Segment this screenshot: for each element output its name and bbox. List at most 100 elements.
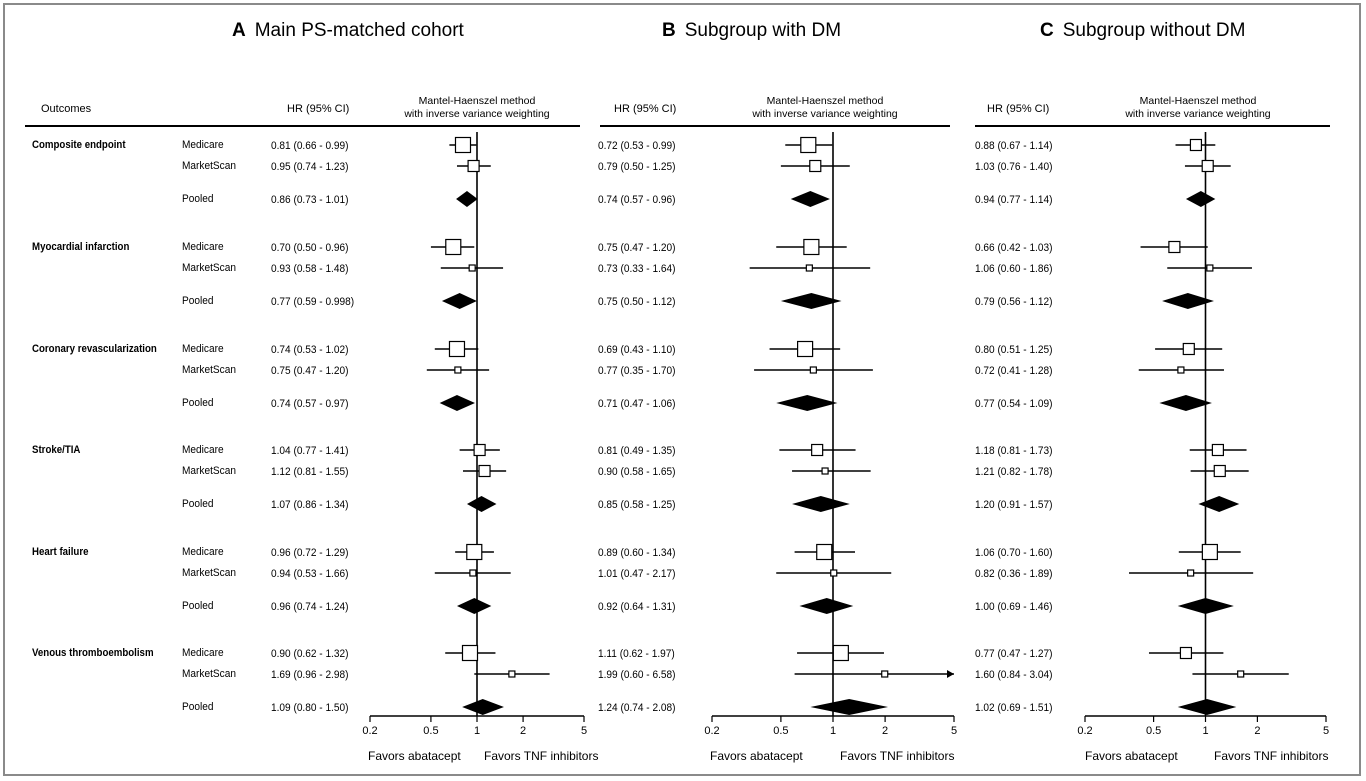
- panel-b-method-line2: with inverse variance weighting: [752, 108, 898, 120]
- hr-value-label: 1.09 (0.80 - 1.50): [271, 702, 348, 714]
- panel-a-header-rule: [25, 125, 580, 127]
- source-label: Pooled: [182, 295, 214, 307]
- figure-frame: [3, 3, 1361, 776]
- x-axis-tick-label: 2: [882, 725, 888, 737]
- point-estimate-box: [466, 543, 483, 561]
- panel-c-method-line1: Mantel-Haenszel method: [1139, 95, 1257, 107]
- x-axis-tick-label: 1: [1202, 725, 1208, 737]
- hr-value-label: 0.93 (0.58 - 1.48): [271, 263, 348, 275]
- panel-c-title: C Subgroup without DM: [1040, 20, 1245, 42]
- source-label: Pooled: [182, 397, 214, 409]
- source-label: Medicare: [182, 343, 224, 355]
- hr-value-label: 1.60 (0.84 - 3.04): [975, 669, 1052, 681]
- x-axis-tick-label: 0.5: [423, 725, 438, 737]
- hr-value-label: 0.77 (0.59 - 0.998): [271, 296, 354, 308]
- hr-value-label: 1.21 (0.82 - 1.78): [975, 466, 1052, 478]
- point-estimate-box: [881, 670, 889, 678]
- outcome-name: Composite endpoint: [32, 139, 126, 151]
- source-label: MarketScan: [182, 465, 237, 477]
- point-estimate-box: [1201, 159, 1214, 173]
- hr-value-label: 0.81 (0.49 - 1.35): [598, 445, 675, 457]
- source-label: MarketScan: [182, 262, 237, 274]
- hr-value-label: 0.89 (0.60 - 1.34): [598, 547, 675, 559]
- x-axis-tick-label: 5: [581, 725, 587, 737]
- outcome-name: Heart failure: [32, 546, 89, 558]
- pooled-estimate-diamond: [1177, 598, 1234, 614]
- panel-b-header-rule: [600, 125, 950, 127]
- hr-value-label: 1.11 (0.62 - 1.97): [598, 648, 675, 660]
- hr-value-label: 0.74 (0.57 - 0.96): [598, 194, 675, 206]
- panel-c-favors-right: Favors TNF inhibitors: [1214, 749, 1329, 763]
- hr-value-label: 0.85 (0.58 - 1.25): [598, 499, 675, 511]
- point-estimate-box: [1237, 670, 1245, 678]
- point-estimate-box: [1211, 443, 1224, 457]
- point-estimate-box: [1168, 240, 1181, 254]
- point-estimate-box: [816, 543, 833, 561]
- pooled-estimate-diamond: [792, 496, 850, 512]
- pooled-estimate-diamond: [1162, 293, 1214, 309]
- point-estimate-box: [1182, 342, 1195, 356]
- panel-a-favors-right: Favors TNF inhibitors: [484, 749, 599, 763]
- panel-c-letter: C: [1040, 20, 1054, 41]
- panel-b-letter: B: [662, 20, 676, 41]
- panel-a-letter: A: [232, 20, 246, 41]
- panel-b-method-header: Mantel-Haenszel method with inverse varia…: [740, 95, 910, 121]
- x-axis-tick-label: 0.5: [773, 725, 788, 737]
- source-label: Pooled: [182, 701, 214, 713]
- pooled-estimate-diamond: [799, 598, 854, 614]
- panel-a-hr-header: HR (95% CI): [287, 103, 350, 115]
- pooled-estimate-diamond: [1198, 496, 1240, 512]
- source-label: Medicare: [182, 241, 224, 253]
- pooled-estimate-diamond: [466, 496, 497, 512]
- x-axis-tick-label: 2: [520, 725, 526, 737]
- point-estimate-box: [445, 238, 462, 256]
- source-label: Pooled: [182, 498, 214, 510]
- point-estimate-box: [809, 159, 822, 173]
- point-estimate-box: [461, 644, 479, 662]
- hr-value-label: 0.75 (0.50 - 1.12): [598, 296, 675, 308]
- point-estimate-box: [473, 443, 486, 457]
- point-estimate-box: [448, 340, 466, 358]
- point-estimate-box: [800, 136, 817, 154]
- hr-value-label: 0.69 (0.43 - 1.10): [598, 344, 675, 356]
- panel-b-favors-right: Favors TNF inhibitors: [840, 749, 955, 763]
- hr-value-label: 0.95 (0.74 - 1.23): [271, 161, 348, 173]
- outcome-name: Venous thromboembolism: [32, 647, 154, 659]
- panel-a-method-line2: with inverse variance weighting: [404, 108, 550, 120]
- outcome-name: Coronary revascularization: [32, 343, 157, 355]
- point-estimate-box: [1201, 543, 1218, 561]
- pooled-estimate-diamond: [441, 293, 477, 309]
- hr-value-label: 1.99 (0.60 - 6.58): [598, 669, 675, 681]
- point-estimate-box: [469, 569, 477, 577]
- hr-value-label: 1.20 (0.91 - 1.57): [975, 499, 1052, 511]
- source-label: MarketScan: [182, 160, 237, 172]
- hr-value-label: 0.82 (0.36 - 1.89): [975, 568, 1052, 580]
- pooled-estimate-diamond: [776, 395, 838, 411]
- ci-overflow-arrow: [947, 670, 954, 678]
- point-estimate-box: [1179, 646, 1193, 660]
- hr-value-label: 1.01 (0.47 - 2.17): [598, 568, 675, 580]
- point-estimate-box: [478, 464, 491, 478]
- outcome-name: Stroke/TIA: [32, 444, 81, 456]
- point-estimate-box: [803, 238, 820, 256]
- panel-c-header-rule: [975, 125, 1330, 127]
- panel-a-title: A Main PS-matched cohort: [232, 20, 464, 42]
- pooled-estimate-diamond: [439, 395, 475, 411]
- source-label: Medicare: [182, 444, 224, 456]
- hr-value-label: 0.90 (0.62 - 1.32): [271, 648, 348, 660]
- hr-value-label: 1.24 (0.74 - 2.08): [598, 702, 675, 714]
- panel-c-favors-left: Favors abatacept: [1085, 749, 1178, 763]
- hr-value-label: 0.66 (0.42 - 1.03): [975, 242, 1052, 254]
- x-axis-tick-label: 2: [1254, 725, 1260, 737]
- point-estimate-box: [454, 136, 472, 154]
- pooled-estimate-diamond: [810, 699, 889, 715]
- hr-value-label: 0.79 (0.56 - 1.12): [975, 296, 1052, 308]
- point-estimate-box: [821, 467, 829, 475]
- hr-value-label: 0.77 (0.35 - 1.70): [598, 365, 675, 377]
- panel-c-method-header: Mantel-Haenszel method with inverse varia…: [1113, 95, 1283, 121]
- x-axis-tick-label: 0.2: [704, 725, 719, 737]
- hr-value-label: 0.74 (0.53 - 1.02): [271, 344, 348, 356]
- hr-value-label: 0.79 (0.50 - 1.25): [598, 161, 675, 173]
- x-axis-tick-label: 0.2: [1077, 725, 1092, 737]
- x-axis-tick-label: 1: [830, 725, 836, 737]
